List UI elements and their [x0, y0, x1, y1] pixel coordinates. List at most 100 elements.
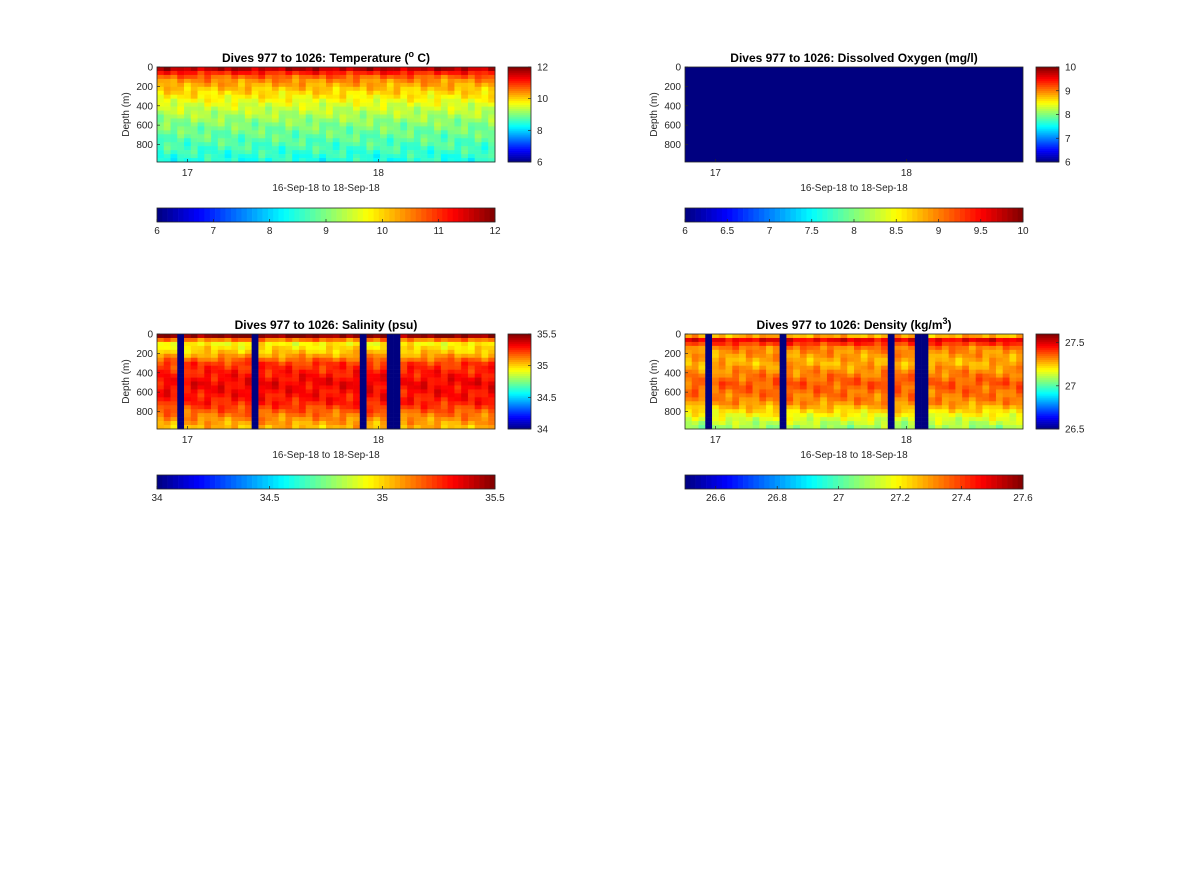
y-tick-label: 200 — [664, 349, 681, 360]
colorbar-swatch — [508, 353, 531, 357]
heat-cell — [204, 130, 212, 135]
heat-cell — [413, 106, 421, 111]
heat-cell — [373, 341, 381, 347]
heat-cell — [833, 393, 841, 398]
heat-cell — [881, 417, 889, 422]
heat-cell — [434, 106, 442, 111]
heat-cell — [238, 98, 246, 103]
heat-cell — [386, 349, 394, 355]
heat-cell — [204, 349, 212, 355]
heat-cell — [339, 361, 347, 366]
heat-cell — [806, 357, 814, 363]
heat-cell — [298, 361, 307, 366]
heat-cell — [806, 361, 814, 366]
heat-cell — [887, 417, 895, 422]
heat-cell — [386, 393, 394, 398]
colorbar-tick-label: 10 — [1065, 63, 1077, 74]
heat-cell — [461, 82, 469, 88]
heat-cell — [901, 417, 909, 422]
heat-cell — [393, 353, 401, 359]
heat-cell — [177, 405, 185, 410]
heat-cell — [786, 357, 794, 363]
heat-cell — [725, 409, 733, 414]
heat-cell — [346, 385, 354, 390]
heat-cell — [251, 106, 259, 111]
heat-cell — [231, 349, 239, 355]
heat-cell — [231, 425, 239, 430]
heat-cell — [461, 67, 469, 72]
colorbar-swatch — [1012, 475, 1019, 489]
heat-cell — [400, 389, 408, 394]
colorbar-tick-label: 6 — [1065, 158, 1071, 169]
heat-cell — [238, 389, 246, 394]
colorbar-swatch — [442, 208, 448, 222]
heat-cell — [420, 405, 428, 410]
heat-cell — [346, 90, 354, 96]
heat-cell — [461, 78, 469, 84]
heat-cell — [359, 373, 367, 378]
heat-cell — [298, 67, 307, 72]
heat-cell — [353, 361, 361, 366]
heat-cell — [488, 357, 496, 363]
heat-cell — [427, 373, 435, 378]
heat-cell — [481, 385, 489, 390]
colorbar-swatch — [336, 475, 343, 489]
heat-cell — [691, 373, 699, 378]
heat-cell — [745, 373, 753, 378]
heat-cell — [211, 126, 219, 131]
heat-cell — [454, 82, 462, 88]
heat-cell — [380, 373, 388, 378]
heat-cell — [488, 94, 496, 99]
heat-cell — [353, 349, 361, 355]
heat-cell — [271, 122, 279, 127]
heat-cell — [312, 417, 320, 422]
heat-cell — [285, 393, 293, 398]
heat-cell — [434, 381, 442, 386]
heat-cell — [190, 142, 198, 147]
heat-cell — [204, 150, 212, 155]
heat-cell — [860, 409, 868, 414]
heat-cell — [224, 122, 232, 127]
heat-cell — [319, 142, 327, 147]
heat-cell — [380, 90, 388, 96]
heat-cell — [759, 421, 767, 426]
colorbar-tick-label: 27.6 — [1013, 493, 1033, 504]
heat-cell — [901, 401, 909, 406]
heat-cell — [854, 361, 862, 366]
heat-cell — [244, 381, 252, 386]
colorbar-swatch — [954, 475, 960, 489]
heat-cell — [793, 405, 801, 410]
heat-cell — [427, 417, 435, 422]
heat-cell — [157, 425, 165, 430]
heat-cell — [285, 67, 293, 72]
heat-cell — [447, 98, 455, 103]
heat-cell — [366, 361, 374, 366]
heat-cell — [251, 425, 259, 430]
heat-cell — [332, 373, 340, 378]
heat-cell — [481, 389, 489, 394]
heat-cell — [359, 337, 367, 343]
colorbar-swatch — [508, 150, 531, 153]
heat-cell — [413, 381, 421, 386]
heat-cell — [258, 86, 266, 92]
heat-cell — [312, 357, 320, 363]
heat-cell — [718, 369, 726, 374]
heat-cell — [265, 142, 273, 147]
heat-cell — [407, 341, 415, 347]
heat-cell — [488, 86, 496, 92]
heat-cell — [244, 421, 252, 426]
colorbar-swatch — [508, 367, 531, 370]
heat-cell — [184, 102, 192, 107]
heat-cell — [332, 377, 340, 382]
heat-cell — [204, 102, 212, 107]
heat-cell — [454, 146, 462, 151]
colorbar-swatch — [310, 208, 316, 222]
heat-cell — [440, 381, 448, 386]
heat-cell — [157, 353, 165, 359]
heat-cell — [407, 385, 415, 390]
heat-cell — [380, 74, 388, 80]
heat-cell — [786, 373, 794, 378]
heat-cell — [989, 413, 997, 418]
heat-cell — [813, 349, 821, 355]
heat-cell — [319, 114, 327, 119]
